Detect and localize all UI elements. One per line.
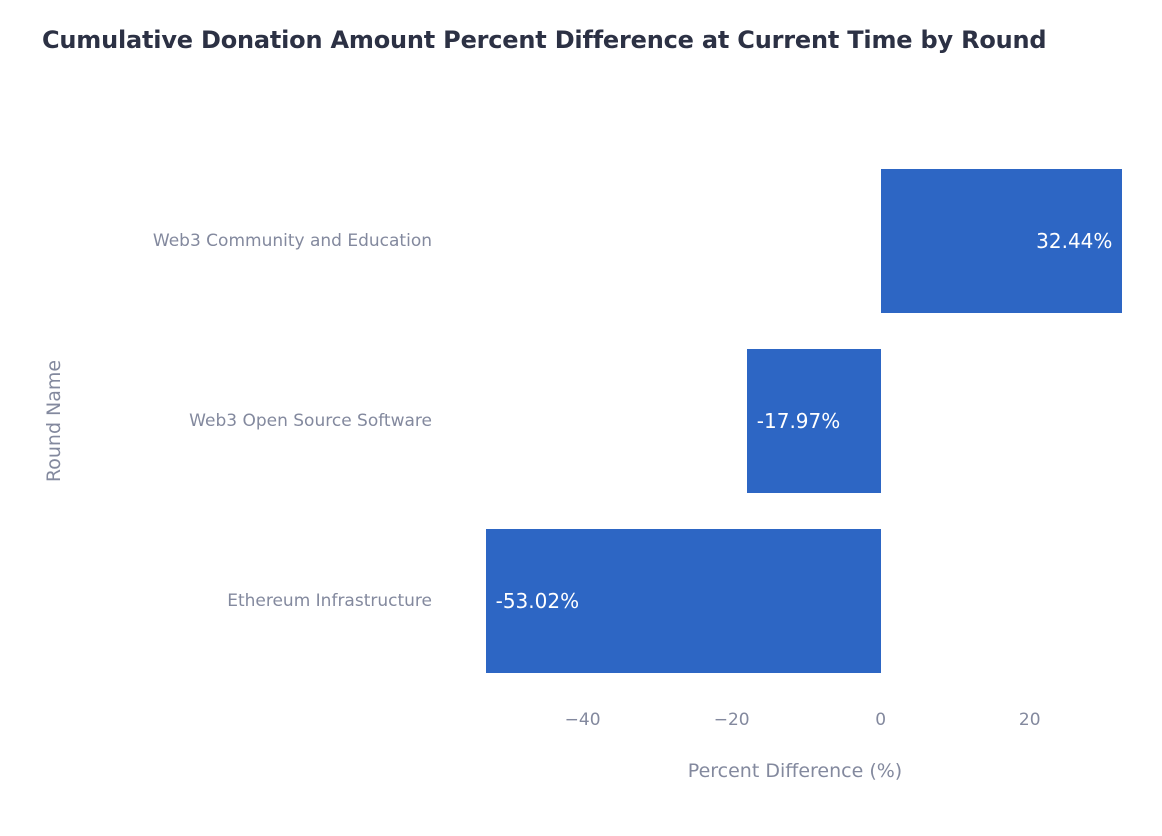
- bar-value-label: 32.44%: [1036, 228, 1113, 253]
- category-label: Web3 Open Source Software: [189, 411, 432, 431]
- x-tick-label: 0: [875, 710, 887, 730]
- x-tick-label: −20: [713, 710, 750, 730]
- bar[interactable]: -17.97%: [746, 349, 881, 493]
- x-axis-title: Percent Difference (%): [687, 760, 903, 782]
- bar[interactable]: 32.44%: [880, 169, 1123, 313]
- bar-value-label: -53.02%: [495, 588, 580, 613]
- category-label: Web3 Community and Education: [152, 231, 432, 251]
- bar-value-label: -17.97%: [756, 408, 841, 433]
- x-tick-label: 20: [1018, 710, 1041, 730]
- chart-title: Cumulative Donation Amount Percent Diffe…: [42, 26, 1047, 54]
- x-tick-label: −40: [564, 710, 601, 730]
- bar[interactable]: -53.02%: [485, 529, 881, 673]
- category-label: Ethereum Infrastructure: [227, 591, 432, 611]
